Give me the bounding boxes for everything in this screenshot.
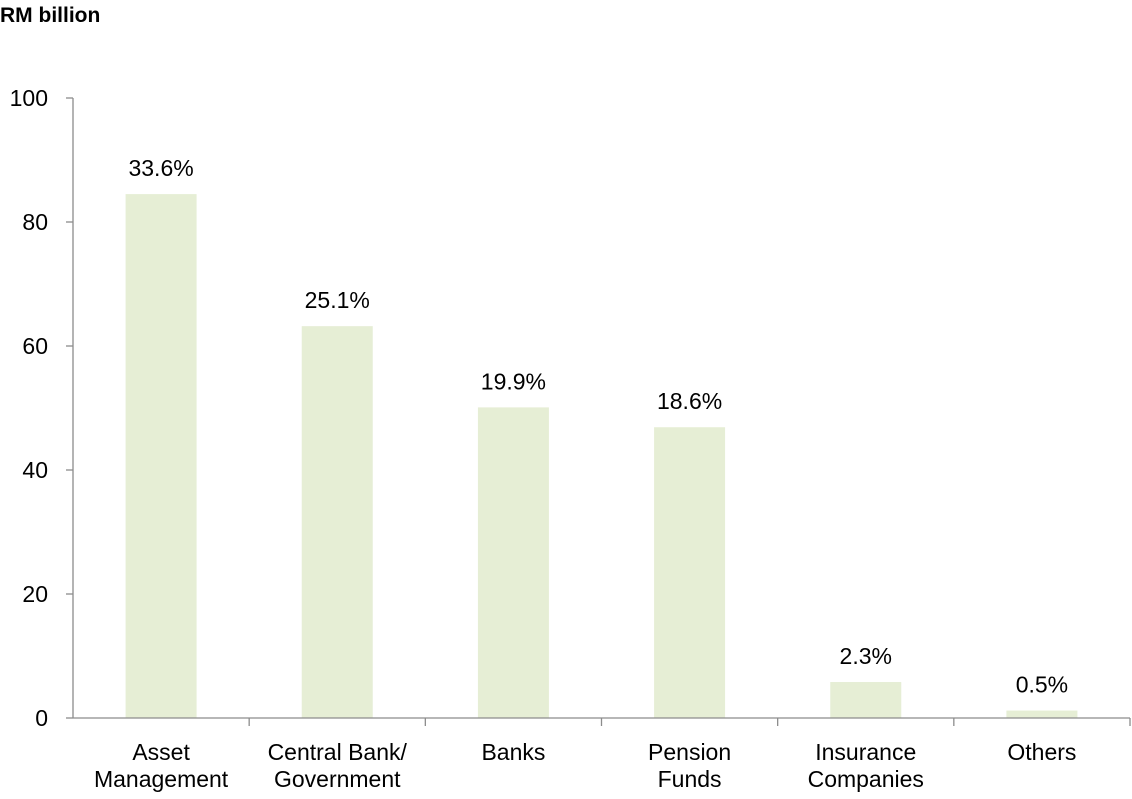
bar: [301, 326, 373, 718]
category-label: Pension Funds: [648, 739, 731, 792]
y-tick-label: 0: [35, 705, 48, 731]
category-label-line: Central Bank/: [268, 739, 408, 765]
category-label: Insurance Companies: [808, 739, 924, 792]
category-label: Central Bank/Government: [268, 739, 408, 792]
data-label: 18.6%: [657, 388, 722, 414]
bar: [125, 194, 197, 719]
category-label-line: Asset: [132, 739, 190, 765]
x-axis-ticks: [248, 718, 1131, 726]
y-tick-label: 60: [22, 333, 48, 359]
data-label: 25.1%: [305, 287, 370, 313]
category-label-line: Banks: [481, 739, 545, 765]
category-labels: Asset Management Central Bank/Government Ba…: [94, 739, 1076, 792]
data-label: 19.9%: [481, 368, 546, 394]
category-label: Others: [1007, 739, 1076, 765]
bar: [830, 682, 902, 718]
category-label-line: Pension: [648, 739, 731, 765]
category-label-line: Government: [274, 766, 401, 792]
category-label-line: Insurance: [815, 739, 916, 765]
bar: [1006, 710, 1078, 718]
data-label: 33.6%: [128, 155, 193, 181]
data-labels: 33.6% 25.1% 19.9% 18.6% 2.3% 0.5%: [128, 155, 1068, 697]
y-tick-label: 20: [22, 581, 48, 607]
category-label: Asset Management: [94, 739, 229, 792]
category-label-line: Funds: [658, 766, 722, 792]
category-label-line: Management: [94, 766, 229, 792]
bar: [654, 427, 726, 718]
y-unit-label: RM billion: [0, 4, 100, 27]
data-label: 2.3%: [840, 643, 892, 669]
category-label-line: Companies: [808, 766, 924, 792]
bars: [125, 194, 1078, 719]
category-label-line: Others: [1007, 739, 1076, 765]
data-label: 0.5%: [1016, 672, 1068, 698]
y-tick-label: 40: [22, 457, 48, 483]
y-axis-ticks: 0 20 40 60 80 100: [10, 85, 73, 731]
y-tick-label: 100: [10, 85, 48, 111]
y-tick-label: 80: [22, 209, 48, 235]
category-label: Banks: [481, 739, 545, 765]
bar: [477, 407, 549, 718]
